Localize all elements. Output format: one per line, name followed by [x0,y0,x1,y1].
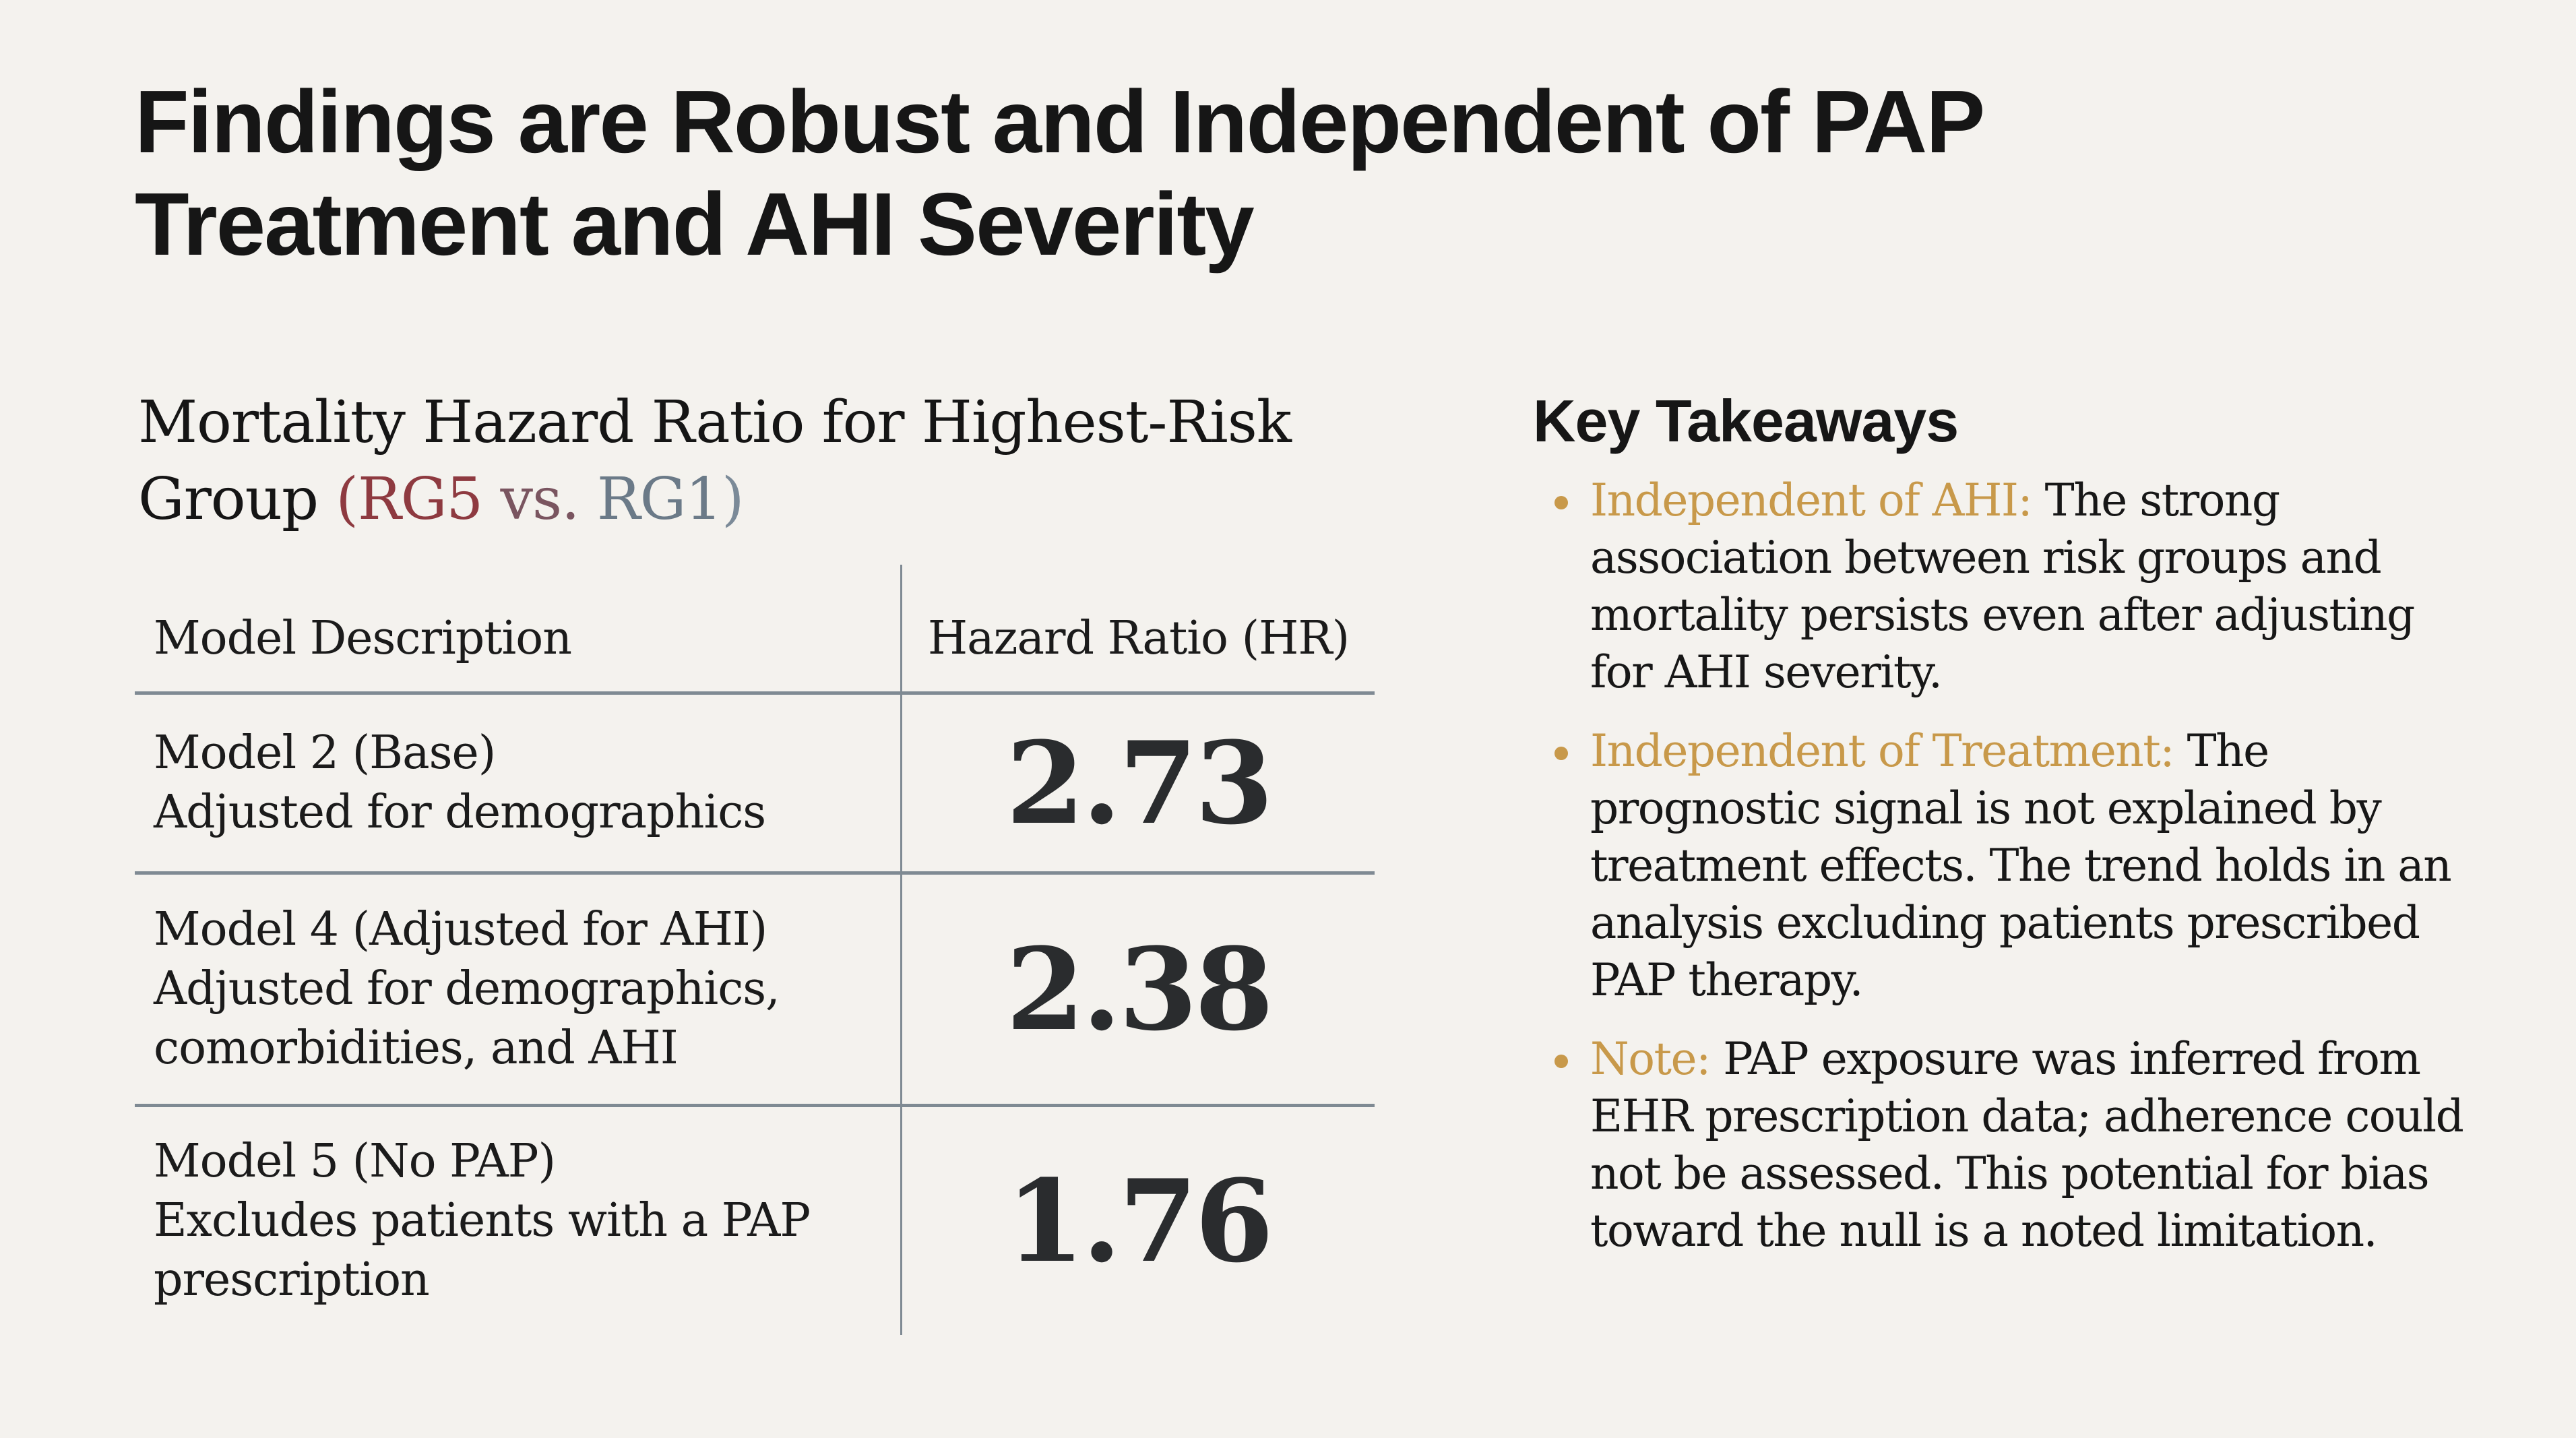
model-description-cell: Model 2 (Base) Adjusted for demographics [135,693,902,875]
takeaway-text: The strong association between risk grou… [1590,474,2415,698]
hazard-ratio-value: 2.38 [901,873,1375,1107]
hazard-ratio-section: Mortality Hazard Ratio for Highest-Risk … [138,384,1378,538]
model-name: Model 4 (Adjusted for AHI) [154,903,767,956]
model-name: Model 2 (Base) [154,726,496,780]
bullet-icon [1554,747,1568,760]
column-header-description: Model Description [135,565,902,695]
table-row: Model 5 (No PAP) Excludes patients with … [135,1105,1375,1335]
takeaway-item: Independent of Treatment: The prognostic… [1533,722,2476,1009]
model-subtitle: Excludes patients with a PAP prescriptio… [154,1194,811,1307]
heading-paren-open: ( [336,466,358,533]
model-subtitle: Adjusted for demographics, comorbidities… [154,962,780,1075]
takeaway-item: Note: PAP exposure was inferred from EHR… [1533,1030,2476,1259]
table-row: Model 2 (Base) Adjusted for demographics… [135,693,1375,875]
takeaway-lead: Note: [1590,1033,1711,1085]
takeaway-lead: Independent of AHI: [1590,474,2033,526]
vs-label: vs. [500,466,579,533]
takeaway-text: The prognostic signal is not explained b… [1590,725,2452,1006]
takeaway-text: PAP exposure was inferred from EHR presc… [1590,1033,2464,1257]
takeaway-item: Independent of AHI: The strong associati… [1533,472,2476,701]
rg1-label: RG1 [596,466,722,533]
model-description-cell: Model 5 (No PAP) Excludes patients with … [135,1105,902,1335]
slide-title: Findings are Robust and Independent of P… [135,72,1984,274]
table-header-row: Model Description Hazard Ratio (HR) [135,565,1375,695]
bullet-icon [1554,1055,1568,1068]
hazard-ratio-table: Model Description Hazard Ratio (HR) Mode… [135,565,1375,1335]
takeaway-lead: Independent of Treatment: [1590,725,2175,777]
bullet-icon [1554,496,1568,509]
table-row: Model 4 (Adjusted for AHI) Adjusted for … [135,873,1375,1107]
rg5-label: RG5 [357,466,483,533]
hazard-ratio-value: 2.73 [901,693,1375,875]
column-header-hazard-ratio: Hazard Ratio (HR) [901,565,1375,695]
chart-heading: Mortality Hazard Ratio for Highest-Risk … [138,384,1378,538]
hazard-ratio-value: 1.76 [1005,1154,1274,1288]
takeaways-title: Key Takeaways [1533,387,1959,454]
model-subtitle: Adjusted for demographics [154,786,766,839]
key-takeaways-section: Key Takeaways Independent of AHI: The st… [1533,384,2476,1281]
model-description-cell: Model 4 (Adjusted for AHI) Adjusted for … [135,873,902,1107]
chart-heading-main: Mortality Hazard Ratio for Highest-Risk … [138,389,1292,533]
model-name: Model 5 (No PAP) [154,1135,556,1188]
heading-paren-close: ) [722,466,745,533]
takeaways-list: Independent of AHI: The strong associati… [1533,472,2476,1259]
